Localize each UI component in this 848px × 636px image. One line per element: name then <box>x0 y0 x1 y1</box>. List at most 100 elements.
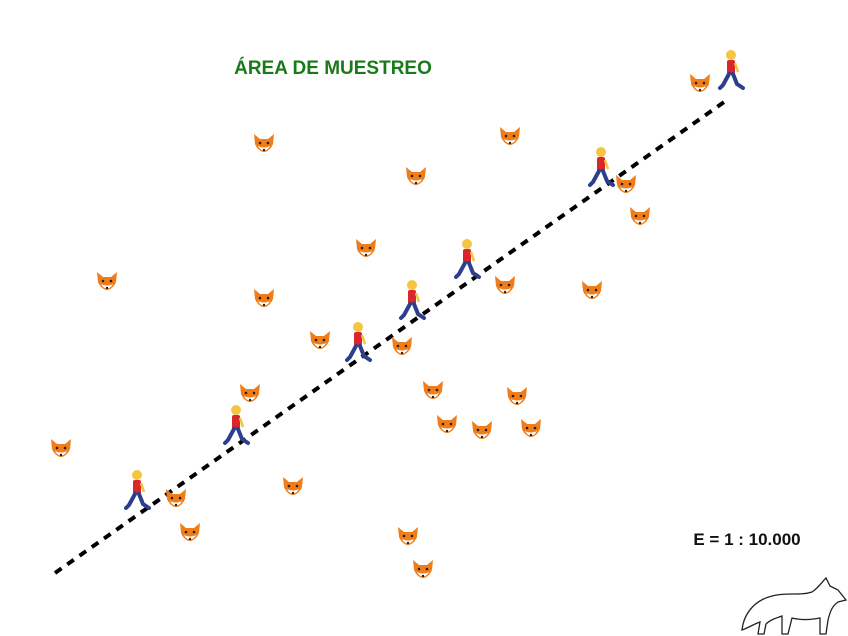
fox-eye <box>499 283 503 287</box>
fox-icon <box>180 523 200 541</box>
walker-head <box>132 470 142 480</box>
fox-eye <box>507 283 511 287</box>
fox-icon <box>254 134 274 152</box>
fox-icon <box>437 415 457 433</box>
fox-muzzle <box>504 139 516 144</box>
fox-nose <box>174 503 178 507</box>
walker-icon <box>345 322 372 362</box>
fox-icon <box>356 239 376 257</box>
fox-eye <box>512 134 516 138</box>
walker-torso <box>354 332 362 346</box>
walker-leg <box>137 492 151 510</box>
walker-arm <box>139 482 146 493</box>
fox-eye <box>368 246 372 250</box>
fox-eye <box>628 182 632 186</box>
fox-eye <box>404 344 408 348</box>
fox-nose <box>590 295 594 299</box>
fox-nose <box>291 491 295 495</box>
fox-eye <box>642 214 646 218</box>
fox-eye <box>410 174 414 178</box>
fox-muzzle <box>620 187 632 192</box>
fox-muzzle <box>525 431 537 436</box>
fox-eye <box>620 182 624 186</box>
fox-eye <box>435 388 439 392</box>
walker-arm <box>360 334 367 345</box>
fox-nose <box>480 435 484 439</box>
fox-nose <box>698 88 702 92</box>
fox-muzzle <box>499 288 511 293</box>
fox-icon <box>166 489 186 507</box>
fox-icon <box>616 175 636 193</box>
walker-leg <box>399 302 412 320</box>
fox-eye <box>441 422 445 426</box>
fox-eye <box>258 296 262 300</box>
fox-nose <box>421 574 425 578</box>
fox-muzzle <box>396 349 408 354</box>
fox-eye <box>634 214 638 218</box>
walker-torso <box>463 249 471 263</box>
fox-eye <box>427 388 431 392</box>
transect-line <box>53 98 729 575</box>
walker-leg <box>601 169 615 187</box>
walker-torso <box>597 157 605 171</box>
fox-eye <box>525 426 529 430</box>
fox-nose <box>529 433 533 437</box>
fox-muzzle <box>634 219 646 224</box>
fox-icon <box>630 207 650 225</box>
fox-icon <box>690 74 710 92</box>
walker-head <box>353 322 363 332</box>
fox-icon <box>254 289 274 307</box>
fox-eye <box>418 174 422 178</box>
fox-eye <box>295 484 299 488</box>
fox-muzzle <box>184 535 196 540</box>
fox-eye <box>170 496 174 500</box>
fox-eye <box>360 246 364 250</box>
fox-nose <box>364 253 368 257</box>
fox-eye <box>476 428 480 432</box>
walker-arm <box>733 62 740 73</box>
walker-head <box>407 280 417 290</box>
fox-eye <box>63 446 67 450</box>
fox-muzzle <box>694 86 706 91</box>
fox-eye <box>519 394 523 398</box>
fox-eye <box>396 344 400 348</box>
walker-leg <box>718 72 731 90</box>
fox-icon <box>423 381 443 399</box>
fox-eye <box>252 391 256 395</box>
walker-arm <box>414 292 421 303</box>
fox-icon <box>507 387 527 405</box>
fox-nose <box>624 189 628 193</box>
walker-arm <box>603 159 610 170</box>
fox-icon <box>97 272 117 290</box>
fox-icon <box>51 439 71 457</box>
fox-muzzle <box>314 343 326 348</box>
fox-eye <box>410 534 414 538</box>
fox-icon <box>392 337 412 355</box>
fox-muzzle <box>427 393 439 398</box>
fox-nose <box>515 401 519 405</box>
fox-icon <box>398 527 418 545</box>
fox-eye <box>449 422 453 426</box>
fox-eye <box>533 426 537 430</box>
fox-eye <box>322 338 326 342</box>
walker-icon <box>399 280 426 320</box>
walker-torso <box>727 60 735 74</box>
fox-nose <box>431 395 435 399</box>
walker-torso <box>133 480 141 494</box>
fox-eye <box>511 394 515 398</box>
fox-nose <box>406 541 410 545</box>
fox-eye <box>55 446 59 450</box>
walker-icon <box>124 470 151 510</box>
fox-muzzle <box>258 146 270 151</box>
fox-nose <box>318 345 322 349</box>
walker-leg <box>236 427 250 445</box>
fox-eye <box>109 279 113 283</box>
walker-icon <box>454 239 481 279</box>
fox-eye <box>417 567 421 571</box>
fox-nose <box>59 453 63 457</box>
fox-icon <box>413 560 433 578</box>
fox-icon <box>495 276 515 294</box>
fox-eye <box>586 288 590 292</box>
fox-eye <box>178 496 182 500</box>
